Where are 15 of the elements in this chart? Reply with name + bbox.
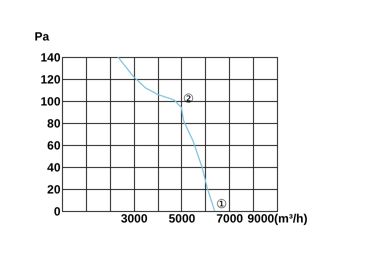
x-tick-label: 7000 xyxy=(216,212,244,226)
x-tick-label: 9000(m³/h) xyxy=(247,212,308,226)
x-tick-label: 3000 xyxy=(120,212,148,226)
y-tick-label: 80 xyxy=(47,116,61,130)
y-tick-label: 140 xyxy=(40,50,61,64)
y-tick-label: 120 xyxy=(40,72,61,86)
annotation: ① xyxy=(216,197,228,211)
y-tick-label: 40 xyxy=(47,160,61,174)
y-tick-label: 60 xyxy=(47,138,61,152)
y-tick-label: 0 xyxy=(54,204,61,218)
y-tick-label: 100 xyxy=(40,94,61,108)
line-series xyxy=(117,56,216,212)
y-tick-label: 20 xyxy=(47,182,61,196)
x-tick-label: 5000 xyxy=(168,212,196,226)
y-axis-title: Pa xyxy=(34,30,50,44)
